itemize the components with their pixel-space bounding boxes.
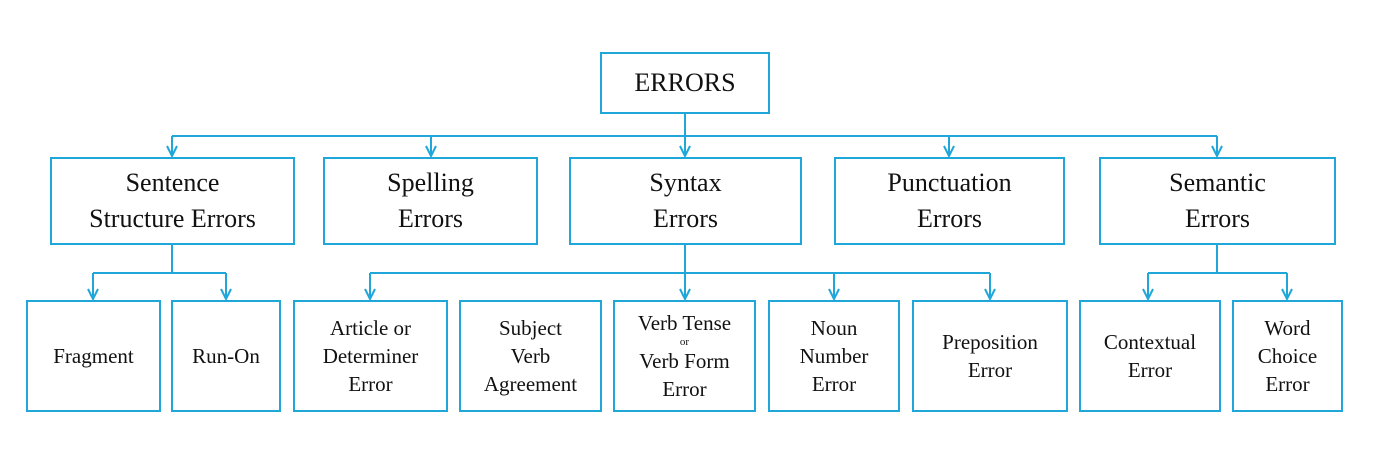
subtype-line: Subject	[498, 316, 562, 340]
root-label: ERRORS	[634, 68, 736, 97]
subtype-line: Verb	[510, 344, 551, 368]
category-line: Errors	[398, 204, 463, 233]
subtype-line: Preposition	[942, 330, 1038, 354]
subtype-line: Error	[967, 358, 1013, 382]
category-line: Semantic	[1169, 168, 1266, 197]
subtype-line: Error	[348, 372, 393, 396]
subtype-subject-verb-agreement: Subject Verb Agreement	[459, 300, 602, 412]
subtype-line: Verb Form	[639, 349, 730, 373]
subtype-line-small: or	[679, 336, 690, 348]
subtype-line: Word	[1264, 316, 1311, 340]
category-line: Errors	[917, 204, 982, 233]
category-line: Sentence	[125, 168, 220, 197]
category-punctuation-errors: Punctuation Errors	[834, 157, 1065, 245]
subtype-line: Noun	[810, 316, 858, 340]
subtype-line: Choice	[1257, 344, 1318, 368]
subtype-line: Contextual	[1103, 330, 1197, 354]
subtype-word-choice-error: Word Choice Error	[1232, 300, 1343, 412]
subtype-line: Determiner	[322, 344, 419, 368]
subtype-line: Agreement	[483, 372, 578, 396]
category-line: Syntax	[649, 168, 722, 197]
subtype-verb-tense-or-verb-form-error: Verb Tense or Verb Form Error	[613, 300, 756, 412]
subtype-line: Fragment	[53, 344, 134, 368]
category-line: Structure Errors	[89, 204, 256, 233]
subtype-line: Verb Tense	[637, 311, 732, 335]
subtype-line: Number	[799, 344, 869, 368]
subtype-noun-number-error: Noun Number Error	[768, 300, 900, 412]
category-line: Errors	[1185, 204, 1250, 233]
root-node-errors: ERRORS	[600, 52, 770, 114]
subtype-run-on: Run-On	[171, 300, 281, 412]
subtype-fragment: Fragment	[26, 300, 161, 412]
subtype-line: Article or	[329, 316, 412, 340]
category-semantic-errors: Semantic Errors	[1099, 157, 1336, 245]
subtype-line: Error	[1265, 372, 1310, 396]
subtype-preposition-error: Preposition Error	[912, 300, 1068, 412]
category-spelling-errors: Spelling Errors	[323, 157, 538, 245]
subtype-article-or-determiner-error: Article or Determiner Error	[293, 300, 448, 412]
category-line: Spelling	[387, 168, 474, 197]
category-line: Errors	[653, 204, 718, 233]
category-line: Punctuation	[887, 168, 1012, 197]
category-syntax-errors: Syntax Errors	[569, 157, 802, 245]
subtype-contextual-error: Contextual Error	[1079, 300, 1221, 412]
subtype-line: Error	[662, 377, 707, 401]
category-sentence-structure-errors: Sentence Structure Errors	[50, 157, 295, 245]
subtype-line: Error	[811, 372, 857, 396]
subtype-line: Run-On	[192, 344, 260, 368]
subtype-line: Error	[1127, 358, 1173, 382]
